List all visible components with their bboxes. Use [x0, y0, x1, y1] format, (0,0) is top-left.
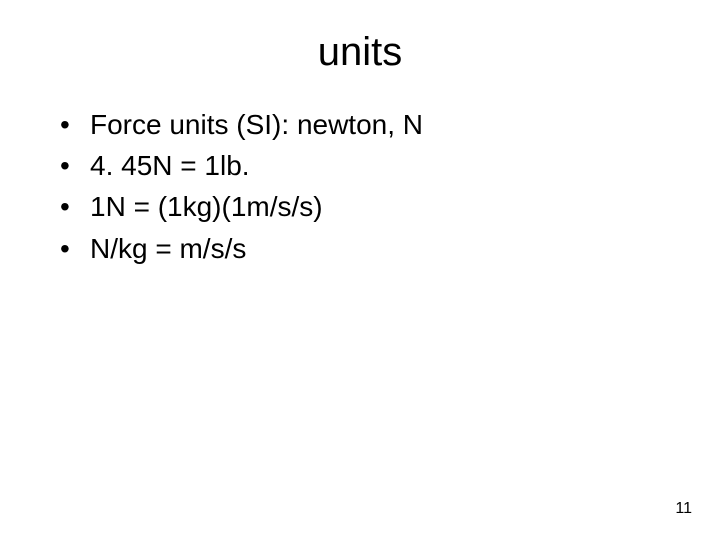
slide: units • Force units (SI): newton, N • 4.…: [0, 0, 720, 540]
slide-title: units: [40, 30, 680, 75]
bullet-icon: •: [60, 229, 90, 268]
bullet-text: N/kg = m/s/s: [90, 229, 680, 268]
bullet-text: 1N = (1kg)(1m/s/s): [90, 187, 680, 226]
bullet-icon: •: [60, 187, 90, 226]
bullet-icon: •: [60, 146, 90, 185]
page-number: 11: [675, 500, 692, 518]
bullet-text: Force units (SI): newton, N: [90, 105, 680, 144]
bullet-list: • Force units (SI): newton, N • 4. 45N =…: [40, 105, 680, 268]
list-item: • Force units (SI): newton, N: [60, 105, 680, 144]
list-item: • 4. 45N = 1lb.: [60, 146, 680, 185]
bullet-icon: •: [60, 105, 90, 144]
bullet-text: 4. 45N = 1lb.: [90, 146, 680, 185]
list-item: • N/kg = m/s/s: [60, 229, 680, 268]
list-item: • 1N = (1kg)(1m/s/s): [60, 187, 680, 226]
